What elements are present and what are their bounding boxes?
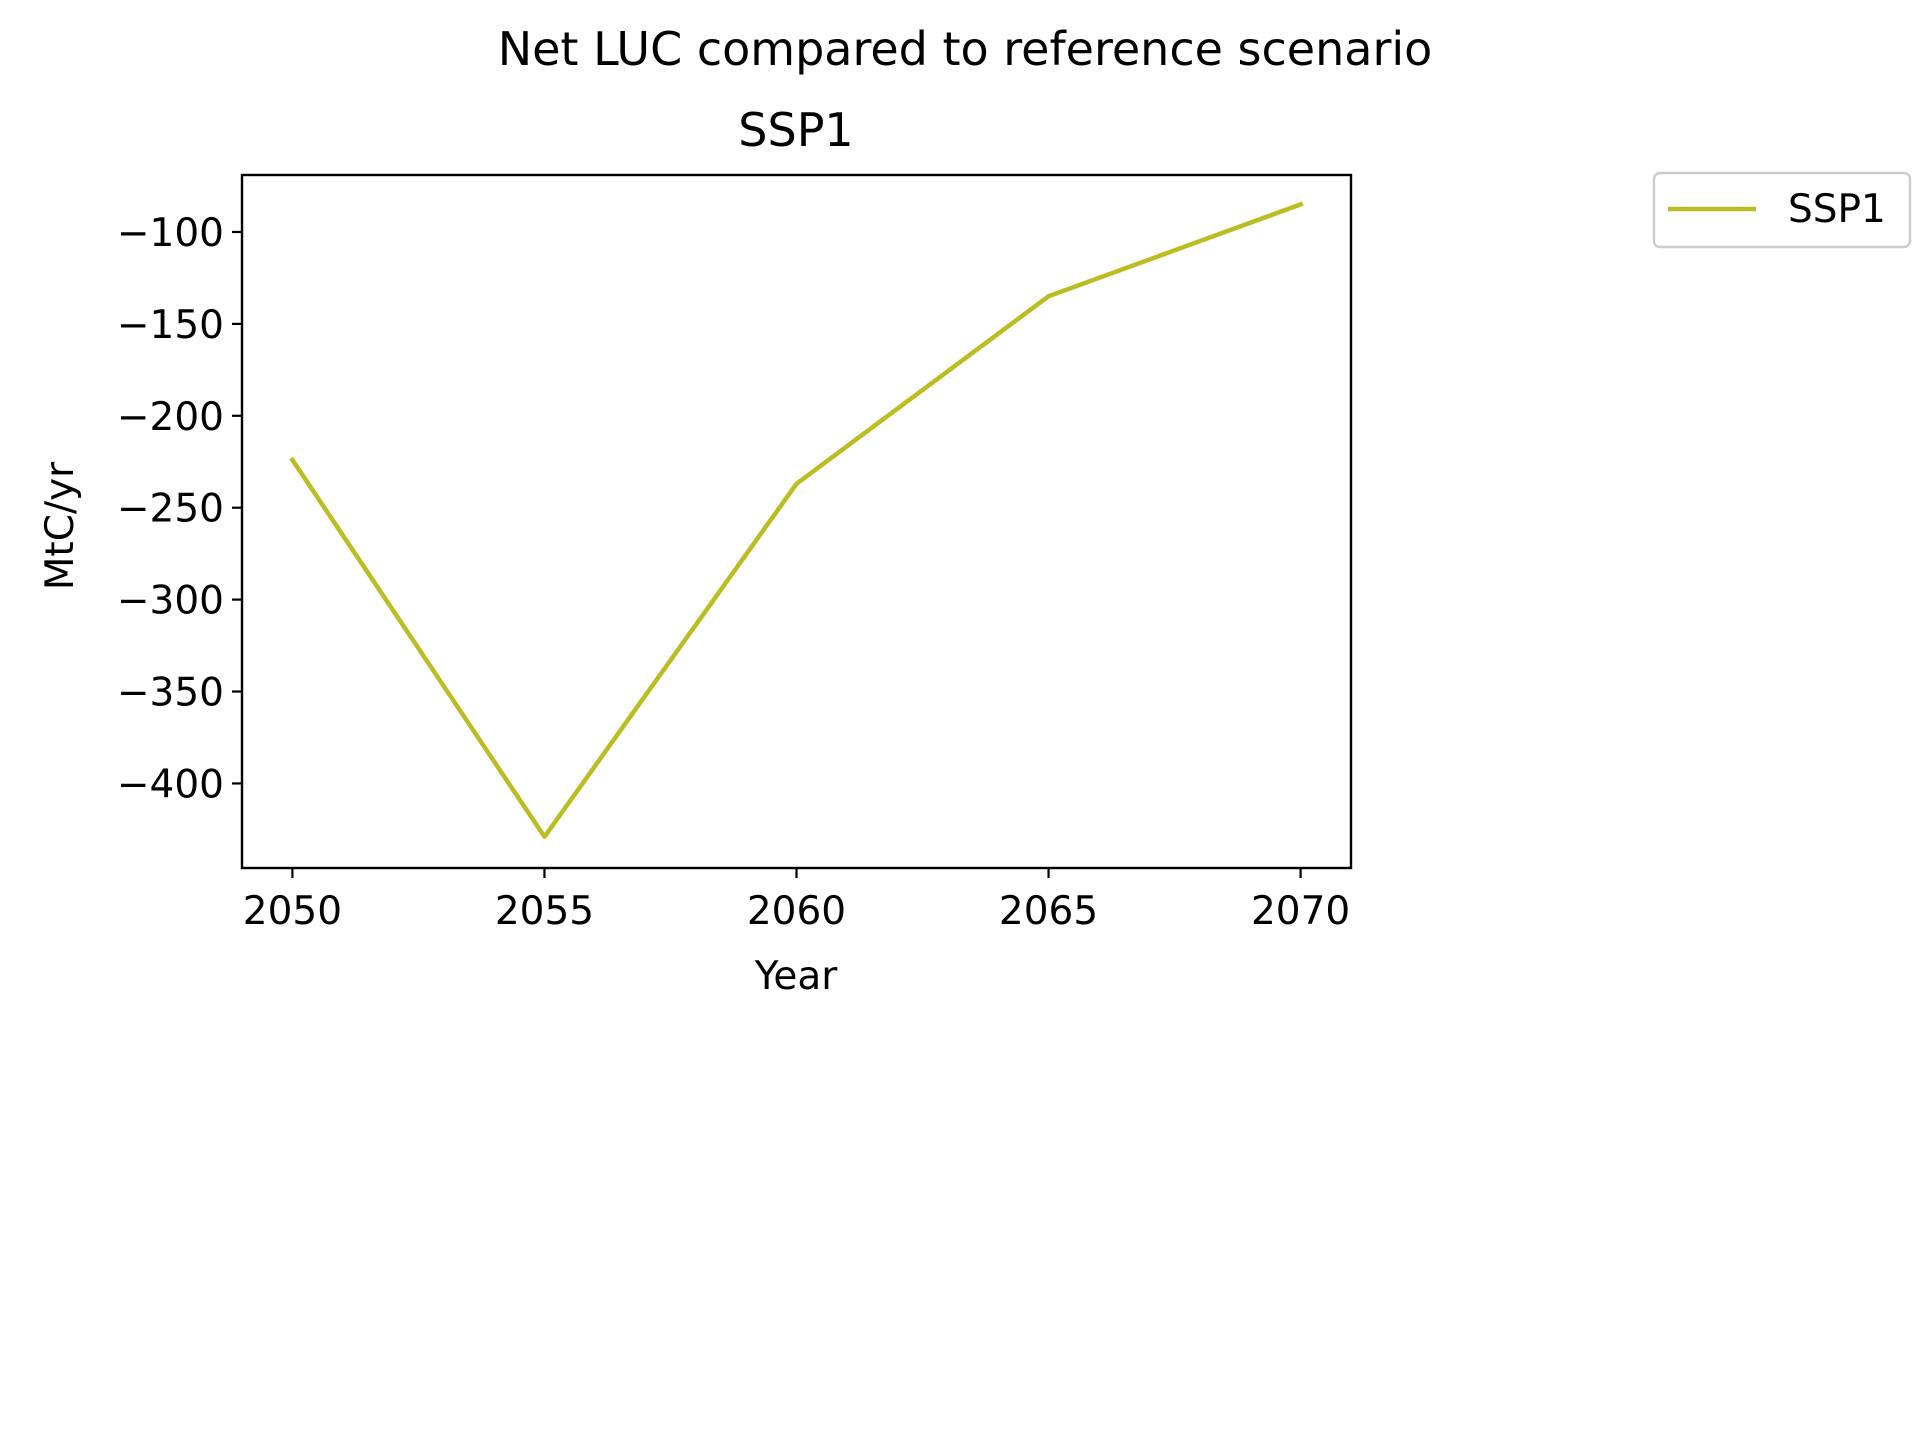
y-tick-label: −150 <box>117 303 224 348</box>
y-tick-label: −350 <box>117 671 224 716</box>
x-tick-label: 2065 <box>999 889 1098 934</box>
x-tick-label: 2060 <box>747 889 846 934</box>
x-tick-label: 2055 <box>495 889 594 934</box>
y-tick-label: −250 <box>117 487 224 532</box>
y-axis-label: MtC/yr <box>38 461 83 590</box>
chart-title: SSP1 <box>738 103 853 157</box>
legend-label-ssp1: SSP1 <box>1788 187 1886 232</box>
y-tick-label: −300 <box>117 579 224 624</box>
legend-box <box>1652 171 1912 249</box>
figure-suptitle: Net LUC compared to reference scenario <box>498 22 1433 76</box>
x-tick-label: 2070 <box>1251 889 1350 934</box>
y-axis: −100 −150 −200 −250 −300 −350 −400 <box>117 211 242 807</box>
legend: SSP1 <box>1652 171 1912 249</box>
y-tick-label: −200 <box>117 395 224 440</box>
y-tick-label: −100 <box>117 211 224 256</box>
plot-area: 2050 2055 2060 2065 2070 −100 −150 −200 −250 −30… <box>117 173 1353 934</box>
x-axis: 2050 2055 2060 2065 2070 <box>243 868 1350 934</box>
x-tick-label: 2050 <box>243 889 342 934</box>
y-tick-label: −400 <box>117 762 224 807</box>
series-layer <box>289 201 1304 840</box>
x-axis-label: Year <box>754 954 839 999</box>
